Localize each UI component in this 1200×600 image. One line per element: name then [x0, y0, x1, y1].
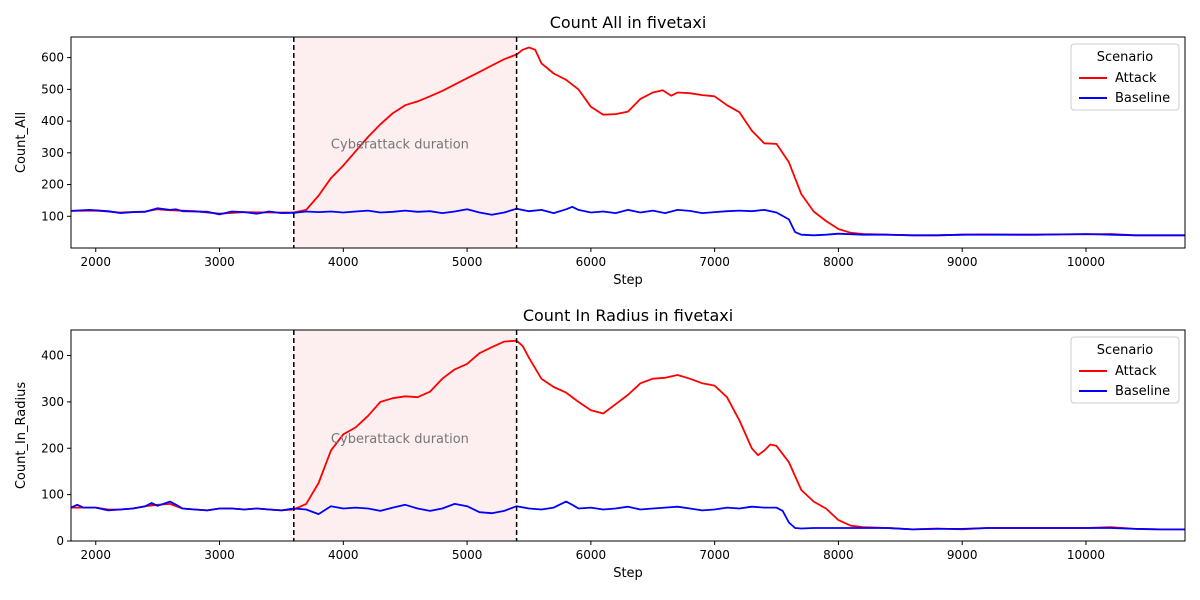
annotation-text: Cyberattack duration [331, 432, 469, 447]
legend-label-baseline: Baseline [1115, 91, 1170, 106]
x-tick-label: 10000 [1067, 548, 1105, 562]
x-tick-label: 9000 [947, 255, 978, 269]
y-tick-label: 100 [41, 488, 64, 502]
x-tick-label: 7000 [699, 255, 730, 269]
x-tick-label: 7000 [699, 548, 730, 562]
x-tick-label: 5000 [452, 255, 483, 269]
legend-title: Scenario [1097, 343, 1154, 358]
axes-frame [70, 329, 1186, 542]
legend-label-baseline: Baseline [1115, 384, 1170, 399]
legend-title: Scenario [1097, 50, 1154, 65]
x-tick-label: 3000 [204, 255, 235, 269]
x-axis-label: Step [613, 566, 643, 581]
x-tick-label: 8000 [823, 255, 854, 269]
y-tick-label: 600 [41, 51, 64, 65]
chart-title: Count All in fivetaxi [550, 13, 707, 32]
x-tick-label: 2000 [80, 255, 111, 269]
x-tick-label: 2000 [80, 548, 111, 562]
x-tick-label: 8000 [823, 548, 854, 562]
legend: Scenario Attack Baseline [1070, 43, 1180, 111]
legend-label-attack: Attack [1115, 71, 1157, 86]
x-tick-label: 6000 [576, 255, 607, 269]
y-tick-label: 400 [41, 114, 64, 128]
y-tick-label: 300 [41, 146, 64, 160]
legend-box [1070, 336, 1180, 404]
chart-title: Count In Radius in fivetaxi [523, 306, 733, 325]
series-line-baseline [71, 205, 1185, 237]
y-tick-label: 200 [41, 441, 64, 455]
y-axis-label: Count_In_Radius [14, 382, 29, 489]
x-tick-label: 4000 [328, 548, 359, 562]
x-tick-label: 9000 [947, 548, 978, 562]
y-axis-label: Count_All [14, 112, 29, 173]
y-tick-label: 100 [41, 209, 64, 223]
series-line-attack [71, 339, 1185, 531]
y-tick-label: 300 [41, 395, 64, 409]
axes-frame [70, 36, 1186, 249]
x-tick-label: 3000 [204, 548, 235, 562]
chart-panel-1: Cyberattack duration 2000 3000 4000 5000 6000… [14, 13, 1186, 288]
x-tick-label: 6000 [576, 548, 607, 562]
series-line-baseline [71, 500, 1185, 531]
legend-label-attack: Attack [1115, 364, 1157, 379]
legend-box [1070, 43, 1180, 111]
annotation-text: Cyberattack duration [331, 137, 469, 152]
x-tick-label: 5000 [452, 548, 483, 562]
x-tick-label: 4000 [328, 255, 359, 269]
legend: Scenario Attack Baseline [1070, 336, 1180, 404]
y-tick-label: 0 [56, 534, 64, 548]
x-tick-label: 10000 [1067, 255, 1105, 269]
y-tick-label: 200 [41, 178, 64, 192]
y-tick-label: 500 [41, 82, 64, 96]
y-tick-label: 400 [41, 349, 64, 363]
x-axis-label: Step [613, 273, 643, 288]
series-line-attack [71, 46, 1185, 237]
